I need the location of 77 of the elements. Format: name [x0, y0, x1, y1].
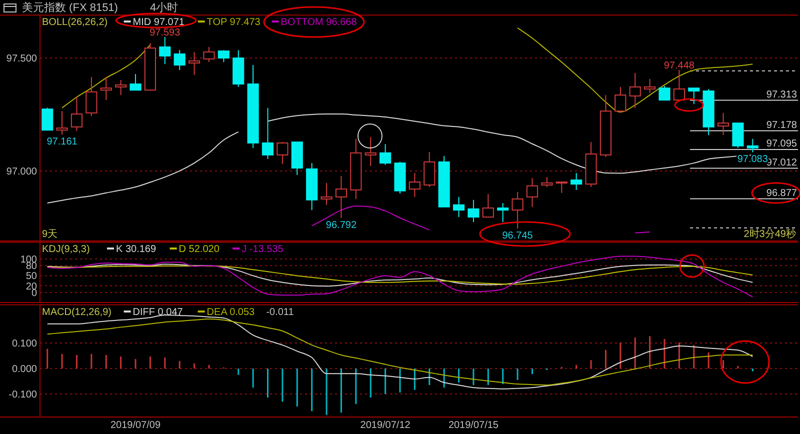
chart-title: 美元指数 (FX 8151) [22, 1, 118, 14]
candlestick [541, 176, 553, 188]
legend-title: KDJ(9,3,3) [42, 244, 90, 255]
candlestick [100, 76, 112, 101]
candlestick [732, 122, 744, 148]
legend-label: BOTTOM 96.668 [280, 17, 358, 28]
annotation: -0.011 [266, 307, 294, 318]
candlestick [364, 136, 376, 166]
chart-subtitle: 4小时 [150, 1, 178, 14]
candlestick [570, 172, 582, 190]
candlestick [56, 110, 68, 136]
annotation: 2时3分49秒 [744, 228, 796, 240]
legend-label: MID 97.071 [132, 17, 185, 28]
candlestick [556, 182, 568, 194]
legend-title: MACD(12,26,9) [42, 307, 112, 318]
candlestick [276, 142, 288, 164]
candlestick [644, 78, 656, 94]
candlestick [42, 107, 54, 131]
legend-label: J -13.535 [242, 244, 284, 255]
y-tick-label: 97.000 [6, 166, 38, 178]
candlestick [497, 202, 509, 223]
ref-line-label: 96.877 [766, 188, 798, 199]
candlestick [115, 79, 127, 96]
legend-label: DEA 0.053 [206, 307, 256, 318]
annotation: 96.792 [326, 220, 357, 231]
line-series [46, 256, 754, 298]
y-tick-label: 50 [26, 271, 38, 282]
y-tick-label: 0.000 [12, 364, 38, 375]
candlestick [262, 107, 274, 160]
ref-line-label: 97.313 [766, 89, 798, 100]
y-tick-label: 0.100 [12, 338, 38, 350]
candlestick [159, 36, 171, 65]
legend-title: BOLL(26,26,2) [42, 17, 108, 28]
legend-label: K 30.169 [116, 244, 156, 255]
candlestick [658, 86, 670, 101]
x-tick-label: 2019/07/09 [110, 420, 161, 431]
candlestick [70, 96, 83, 132]
annotation: 97.448 [664, 60, 695, 72]
annotation: 97.593 [150, 28, 181, 39]
candlestick [130, 74, 142, 91]
annotation: 9天 [42, 229, 58, 240]
candlestick [468, 199, 480, 223]
y-tick-label: 80 [26, 261, 38, 272]
candlestick [218, 50, 230, 63]
candlestick [174, 50, 186, 70]
candlestick [86, 76, 98, 117]
candlestick [482, 194, 494, 218]
x-tick-label: 2019/07/12 [360, 420, 411, 431]
legend-label: D 52.020 [178, 244, 220, 255]
candlestick [746, 138, 758, 153]
candlestick [424, 151, 436, 188]
x-tick-label: 2019/07/15 [448, 420, 499, 431]
candlestick [335, 175, 348, 218]
annotation: 97.161 [46, 136, 78, 148]
y-tick-label: 97.500 [6, 54, 38, 65]
legend-label: DIFF 0.047 [132, 307, 184, 318]
annotation: 96.745 [502, 230, 534, 242]
candlestick [203, 46, 215, 63]
ref-line-label: 97.178 [766, 120, 798, 131]
legend-label: TOP 97.473 [206, 17, 261, 28]
candlestick [688, 88, 700, 105]
candlestick [526, 177, 538, 208]
annotation: 97.083 [737, 154, 768, 166]
candlestick [614, 86, 626, 114]
candlestick [320, 182, 332, 206]
y-tick-label: -0.100 [8, 390, 38, 400]
candlestick [673, 69, 685, 101]
y-tick-label: 0 [31, 288, 38, 299]
candlestick [452, 196, 465, 218]
candlestick [629, 72, 641, 108]
ref-line-label: 97.095 [766, 138, 798, 150]
candlestick [380, 144, 392, 166]
candlestick [512, 191, 524, 230]
candlestick [188, 51, 200, 76]
line-series [46, 265, 754, 285]
candlestick [717, 112, 730, 136]
candlestick [408, 172, 420, 198]
